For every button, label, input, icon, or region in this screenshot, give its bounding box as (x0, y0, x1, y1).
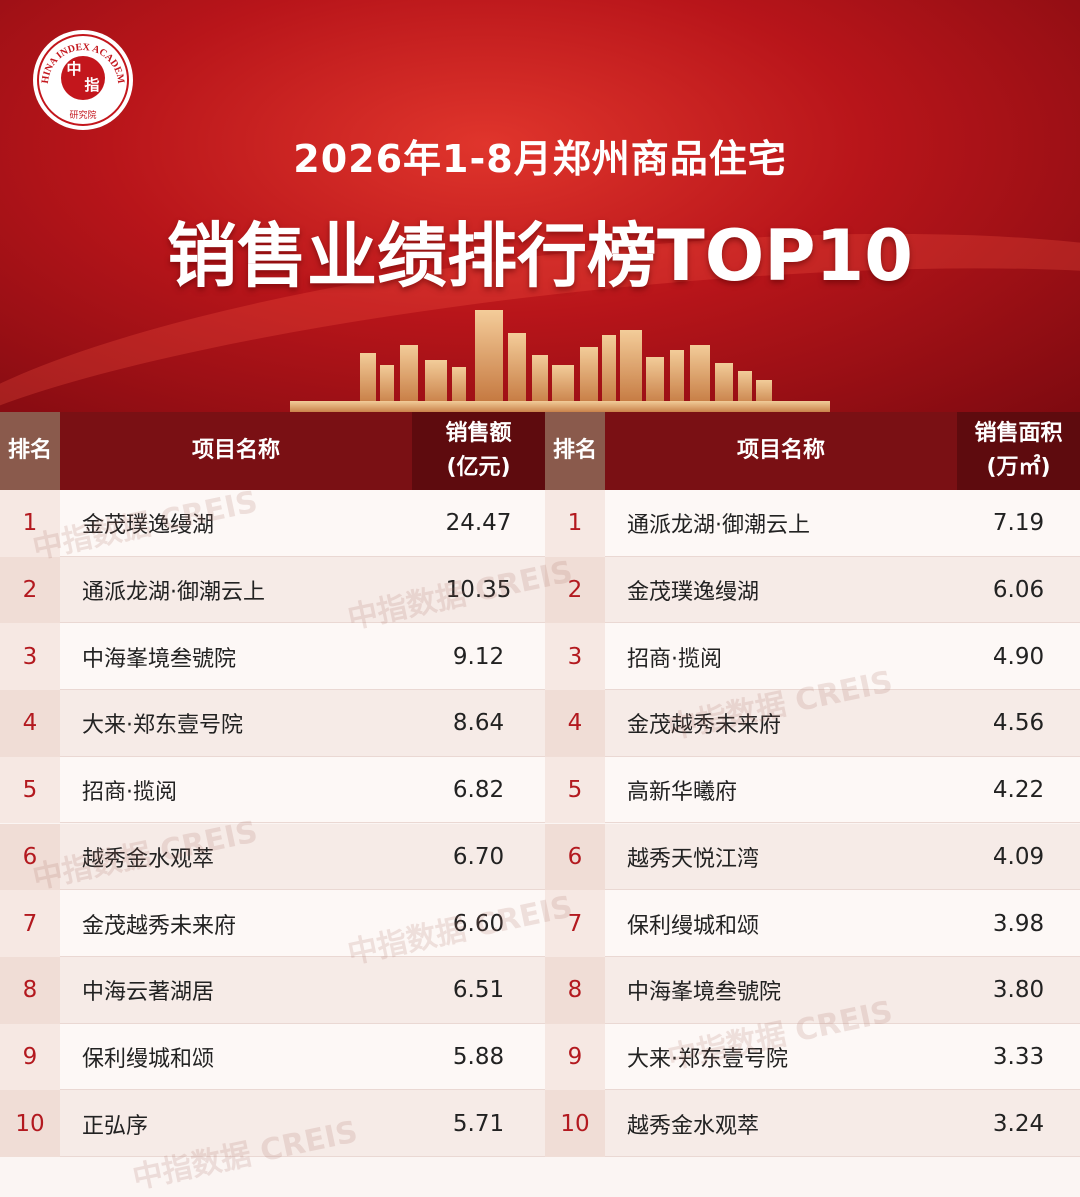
value: 8.64 (452, 710, 505, 737)
rank: 6 (545, 823, 605, 891)
table-row (0, 956, 545, 1024)
logo-mark: 指 (84, 76, 99, 94)
project-name: 招商·揽阅 (82, 780, 177, 806)
rank: 4 (545, 690, 605, 757)
header-line: 销售额 (445, 421, 512, 446)
table-row (0, 690, 545, 757)
project-name: 中海峯境叁號院 (627, 980, 782, 1006)
header-line: (亿元) (446, 455, 511, 480)
value: 9.12 (452, 643, 505, 670)
project-name: 金茂璞逸缦湖 (82, 513, 215, 539)
value: 4.56 (992, 710, 1045, 737)
table-row (0, 623, 545, 691)
rank: 9 (0, 1023, 60, 1091)
value: 3.80 (992, 977, 1045, 1004)
table-row (0, 1023, 545, 1091)
value: 7.19 (992, 510, 1045, 537)
rank: 7 (545, 890, 605, 957)
project-name: 大来·郑东壹号院 (82, 713, 243, 739)
table-row (545, 823, 1080, 891)
column-header: 销售额 (亿元) (412, 412, 545, 490)
table-row (545, 756, 1080, 824)
value: 3.98 (992, 910, 1045, 937)
value: 6.60 (452, 910, 505, 937)
project-name: 越秀金水观萃 (627, 1113, 760, 1139)
value: 4.09 (992, 843, 1045, 870)
value: 5.88 (452, 1043, 505, 1070)
table-row (0, 890, 545, 957)
table-row (0, 556, 545, 624)
table-row (545, 556, 1080, 624)
value: 3.24 (992, 1110, 1045, 1137)
rank: 9 (545, 1023, 605, 1091)
table-row (545, 690, 1080, 757)
skyline (290, 310, 830, 412)
project-name: 中海云著湖居 (82, 980, 215, 1006)
value: 6.70 (452, 843, 505, 870)
table-row (545, 956, 1080, 1024)
project-name: 金茂璞逸缦湖 (627, 580, 760, 606)
value: 24.47 (445, 510, 512, 537)
logo: CHINA INDEX ACADEMY 中 指 研究院 (28, 30, 133, 130)
hero-banner: 2026年1-8月郑州商品住宅 销售业绩排行榜TOP10 CHINA INDEX… (0, 0, 1080, 412)
table-row (545, 490, 1080, 557)
table-row (0, 490, 545, 557)
rank: 8 (0, 956, 60, 1024)
project-name: 通派龙湖·御潮云上 (82, 580, 265, 606)
rank: 8 (545, 956, 605, 1024)
value: 6.06 (992, 577, 1045, 604)
rank: 2 (545, 556, 605, 624)
column-header: 项目名称 (605, 412, 957, 490)
rank: 1 (0, 490, 60, 557)
column-header: 排名 (0, 412, 60, 490)
project-name: 大来·郑东壹号院 (627, 1046, 788, 1072)
rank: 4 (0, 690, 60, 757)
subtitle: 2026年1-8月郑州商品住宅 (293, 137, 787, 181)
header-line: (万㎡) (986, 455, 1051, 480)
header-line: 销售面积 (974, 421, 1063, 446)
value: 4.22 (992, 777, 1045, 804)
value: 3.33 (992, 1043, 1045, 1070)
rank: 10 (0, 1090, 60, 1157)
logo-mark: 中 (66, 60, 81, 78)
column-header: 销售面积 (万㎡) (957, 412, 1080, 490)
table-row (0, 756, 545, 824)
table-row (545, 1023, 1080, 1091)
project-name: 高新华曦府 (627, 780, 738, 806)
project-name: 招商·揽阅 (627, 646, 722, 672)
value: 10.35 (445, 577, 512, 604)
table-row (545, 1090, 1080, 1157)
project-name: 越秀天悦江湾 (627, 846, 760, 872)
value: 6.82 (452, 777, 505, 804)
project-name: 中海峯境叁號院 (82, 646, 237, 672)
logo-sub: 研究院 (69, 109, 96, 121)
project-name: 越秀金水观萃 (82, 846, 215, 872)
table-row (545, 890, 1080, 957)
value: 6.51 (452, 977, 505, 1004)
project-name: 金茂越秀未来府 (82, 913, 237, 939)
table-row (0, 1090, 545, 1157)
value: 4.90 (992, 643, 1045, 670)
title: 销售业绩排行榜TOP10 (167, 215, 913, 297)
value: 5.71 (452, 1110, 505, 1137)
rank: 7 (0, 890, 60, 957)
project-name: 保利缦城和颂 (627, 913, 760, 939)
rank: 10 (545, 1090, 605, 1157)
rank: 3 (0, 623, 60, 691)
column-header: 项目名称 (60, 412, 412, 490)
rank: 1 (545, 490, 605, 557)
table-row (0, 823, 545, 891)
project-name: 保利缦城和颂 (82, 1046, 215, 1072)
project-name: 正弘序 (82, 1113, 149, 1139)
column-header: 排名 (545, 412, 605, 490)
rank: 6 (0, 823, 60, 891)
table-row (545, 623, 1080, 691)
project-name: 通派龙湖·御潮云上 (627, 513, 810, 539)
project-name: 金茂越秀未来府 (627, 713, 782, 739)
rank: 5 (545, 756, 605, 824)
rank: 5 (0, 756, 60, 824)
rank: 2 (0, 556, 60, 624)
rank: 3 (545, 623, 605, 691)
